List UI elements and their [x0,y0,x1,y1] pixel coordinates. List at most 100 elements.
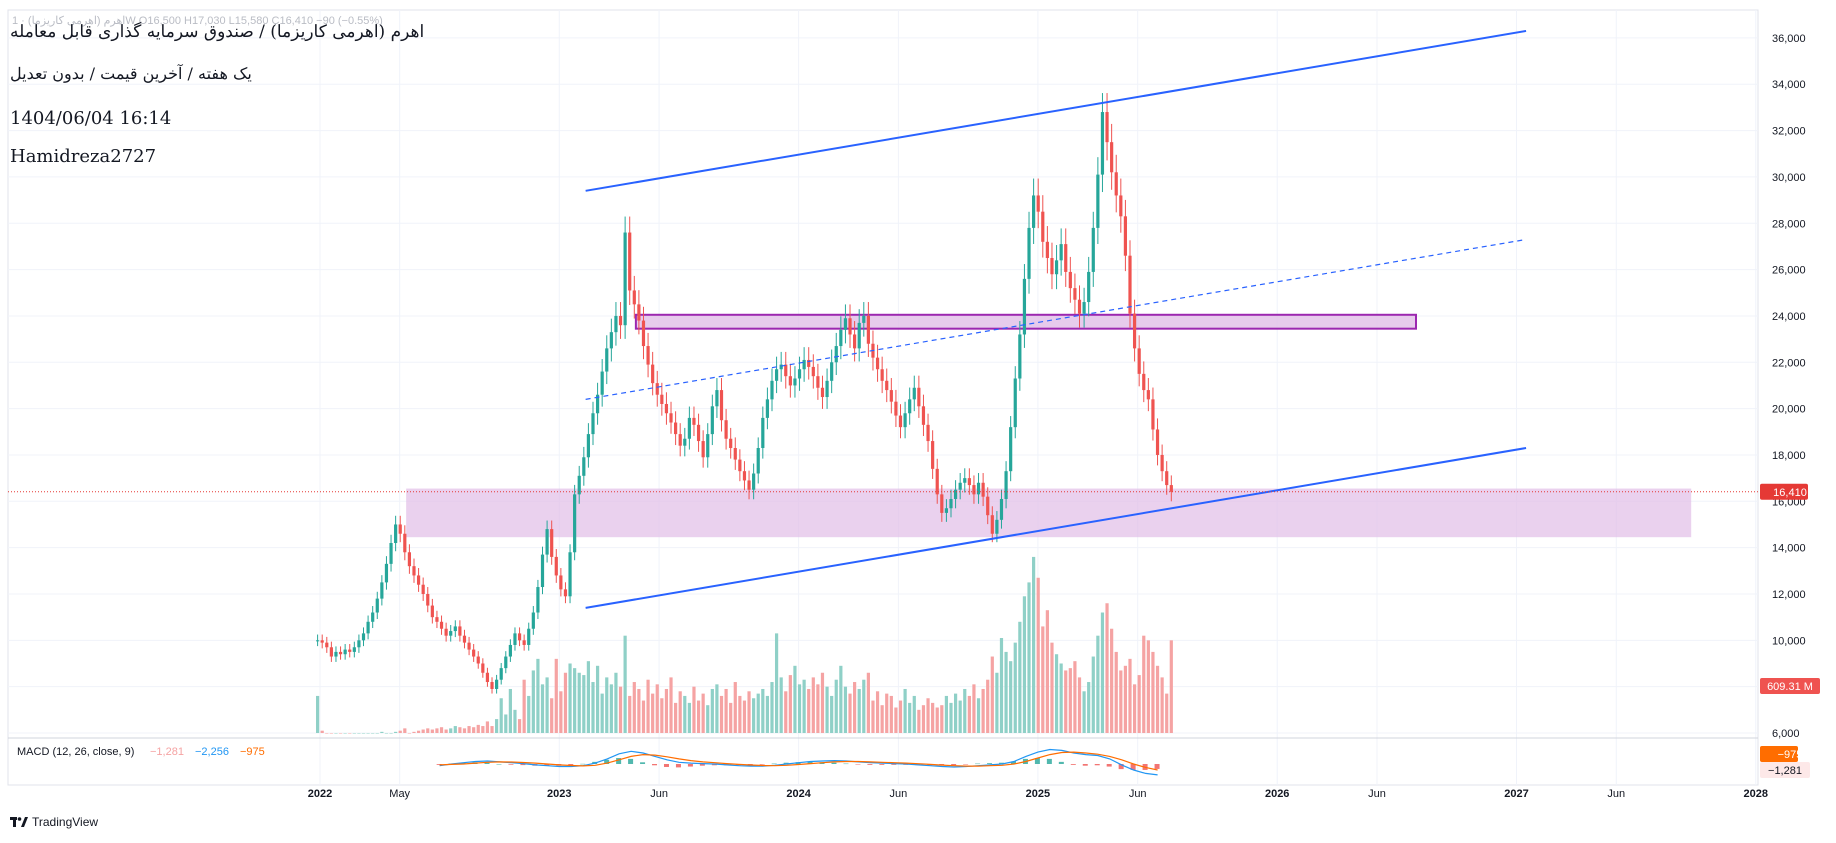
candle [458,626,462,636]
candle [334,651,338,657]
candle [628,232,632,291]
volume-bar [439,727,444,733]
candle [853,334,857,349]
volume-bar [880,705,884,733]
candle [729,438,733,449]
candle [540,554,545,588]
author-name: Hamidreza2727 [10,146,157,167]
candle [687,417,691,439]
macd-histogram-bar [1058,761,1064,764]
volume-bar [582,675,586,733]
volume-bar [816,684,820,733]
volume-bar [802,679,806,733]
candle [696,424,701,442]
volume-bar [1119,670,1123,733]
volume-bar [334,733,338,734]
candle [752,473,756,490]
candle [499,668,503,680]
candle [1004,471,1008,499]
time-tick-label: 2025 [1026,788,1050,800]
macd-line [439,748,1158,776]
price-axis[interactable]: 6,0008,00010,00012,00014,00016,00018,000… [1772,33,1806,740]
time-tick-label: 2026 [1265,788,1289,800]
volume-bar [316,695,320,733]
candle [1082,302,1086,314]
volume-bar [623,635,627,733]
volume-bar [953,693,958,733]
volume-bar [669,677,673,733]
candle [517,633,522,641]
volume-bar [788,675,792,733]
time-tick-label: May [389,788,410,800]
tradingview-logo[interactable]: TradingView [10,815,98,829]
volume-bar [696,700,701,733]
macd-histogram-bar [640,762,646,764]
macd-histogram-bar [1070,764,1076,765]
candle [1146,390,1150,400]
macd-value-badge-bg [1760,762,1810,778]
volume-bar [1114,651,1118,733]
volume-bar [435,728,439,733]
volume-bar [559,691,563,733]
volume-bar [1082,691,1086,733]
macd-histogram-bar [544,764,550,766]
candle [885,380,889,391]
macd-histogram-bar [831,762,837,764]
candle [917,387,921,407]
volume-bar [1018,621,1022,733]
volume-bar [774,633,779,733]
candle [394,524,398,544]
candle [1064,244,1068,272]
volume-bar [1137,675,1141,733]
candle [481,663,485,673]
candle [380,582,384,599]
volume-bar [747,691,751,733]
volume-bar [958,700,962,733]
candle [1110,142,1114,173]
candle [678,434,682,446]
volume-bar [729,702,733,733]
macd-histogram-bar [1106,764,1112,767]
volume-bar [1155,665,1160,733]
candle [536,587,540,613]
volume-bar [1009,661,1013,733]
volume-bar [857,688,861,733]
macd-histogram-bar [987,763,993,764]
candle [485,672,490,683]
candle [944,508,949,513]
candle [1165,471,1169,486]
volume-bar [462,728,467,733]
plot-border [7,9,1759,786]
volume-bar [384,733,389,734]
volume-bar [591,682,595,733]
price-tick-label: 14,000 [1772,543,1806,555]
volume-bar [453,726,457,733]
faded-legend: اهرم (اهرمی کاریزما) · 1W O16,500 H17,03… [12,15,383,27]
candle [738,459,742,472]
volume-bar [449,728,453,733]
candle [1077,299,1082,314]
volume-bar [875,691,880,733]
volume-bar [412,731,416,733]
candle [1068,271,1072,289]
macd-histogram-bar [580,763,586,765]
macd-histogram-bar [1094,764,1100,766]
candle [467,642,471,650]
candle [577,475,581,495]
volume-bar [343,733,347,734]
volume-bar [407,733,412,734]
price-tick-label: 10,000 [1772,635,1806,647]
volume-bar [1045,610,1049,733]
volume-bar [637,688,641,733]
volume-bar [499,698,503,733]
drawn-lines[interactable] [8,29,1758,609]
candle [371,612,375,622]
price-tick-label: 18,000 [1772,450,1806,462]
volume-bar [779,677,783,733]
candle [1160,454,1164,472]
volume-bar [655,684,659,733]
volume-bar [609,684,613,733]
time-axis[interactable]: 2022 May 2023 Jun 2024 Jun 2025 Jun 2026 Jun 2027 J… [308,788,1768,800]
candle [940,494,944,513]
